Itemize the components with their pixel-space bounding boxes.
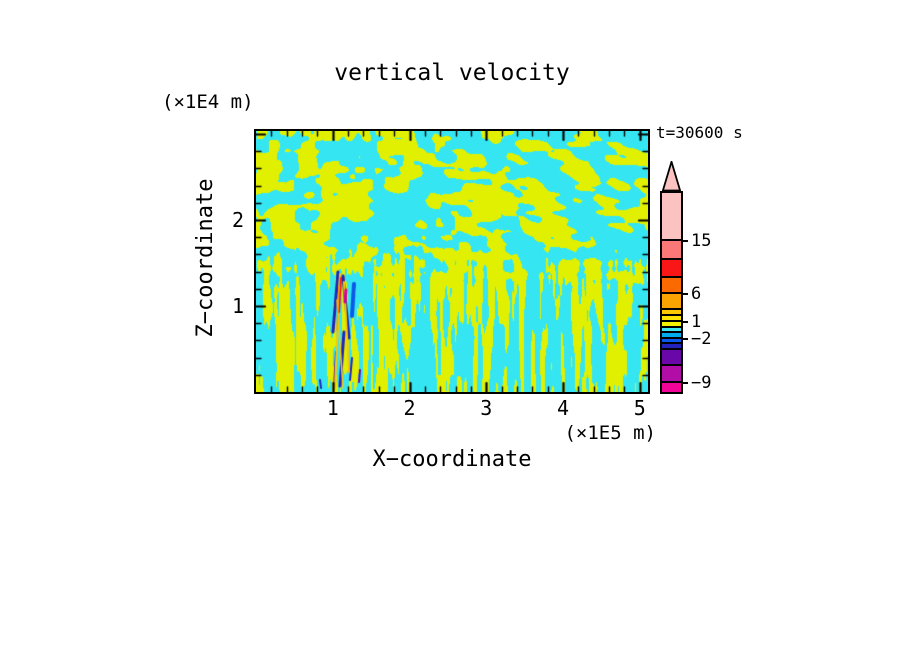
time-annotation: t=30600 s (656, 123, 743, 142)
colorbar-segment (662, 328, 681, 333)
colorbar-segment (662, 333, 681, 339)
colorbar-value-label: 15 (691, 231, 712, 251)
z-tick-label: 2 (231, 208, 244, 232)
colorbar-value-label: −9 (691, 373, 712, 393)
x-tick-label: 2 (403, 396, 416, 420)
colorbar-segment (662, 241, 681, 260)
z-axis-title: Z−coordinate (193, 178, 218, 338)
x-tick-label: 4 (556, 396, 570, 420)
x-axis-unit-label: (×1E5 m) (564, 422, 656, 444)
colorbar-segment (662, 278, 681, 294)
colorbar-level-tick (683, 338, 688, 340)
colorbar-segment (662, 350, 681, 366)
colorbar-level-tick (683, 321, 688, 323)
colorbar-segment (662, 294, 681, 310)
colorbar-segment (662, 193, 681, 241)
colorbar-level-tick (683, 240, 688, 242)
z-axis-unit-label: (×1E4 m) (162, 91, 254, 113)
colorbar-segment (662, 344, 681, 350)
plot-title: vertical velocity (334, 60, 570, 86)
colorbar (660, 191, 683, 394)
x-axis-title: X−coordinate (372, 447, 532, 472)
colorbar-segment (662, 310, 681, 316)
colorbar-segment (662, 383, 681, 392)
x-tick-label: 3 (480, 396, 493, 420)
z-tick-label: 1 (231, 294, 244, 318)
colorbar-segment (662, 322, 681, 328)
heatmap-field-canvas (256, 131, 648, 392)
colorbar-segment (662, 366, 681, 383)
colorbar-segment (662, 339, 681, 344)
colorbar-arrow-icon (662, 161, 681, 191)
heatmap-plot-area (254, 129, 650, 394)
colorbar-level-tick (683, 382, 688, 384)
colorbar-value-label: 6 (691, 284, 702, 304)
colorbar-value-label: 1 (691, 312, 702, 332)
colorbar-level-tick (683, 293, 688, 295)
colorbar-segment (662, 316, 681, 322)
colorbar-segment (662, 260, 681, 278)
x-tick-label: 1 (326, 396, 339, 420)
x-tick-label: 5 (633, 396, 646, 420)
colorbar-value-label: −2 (691, 329, 712, 349)
